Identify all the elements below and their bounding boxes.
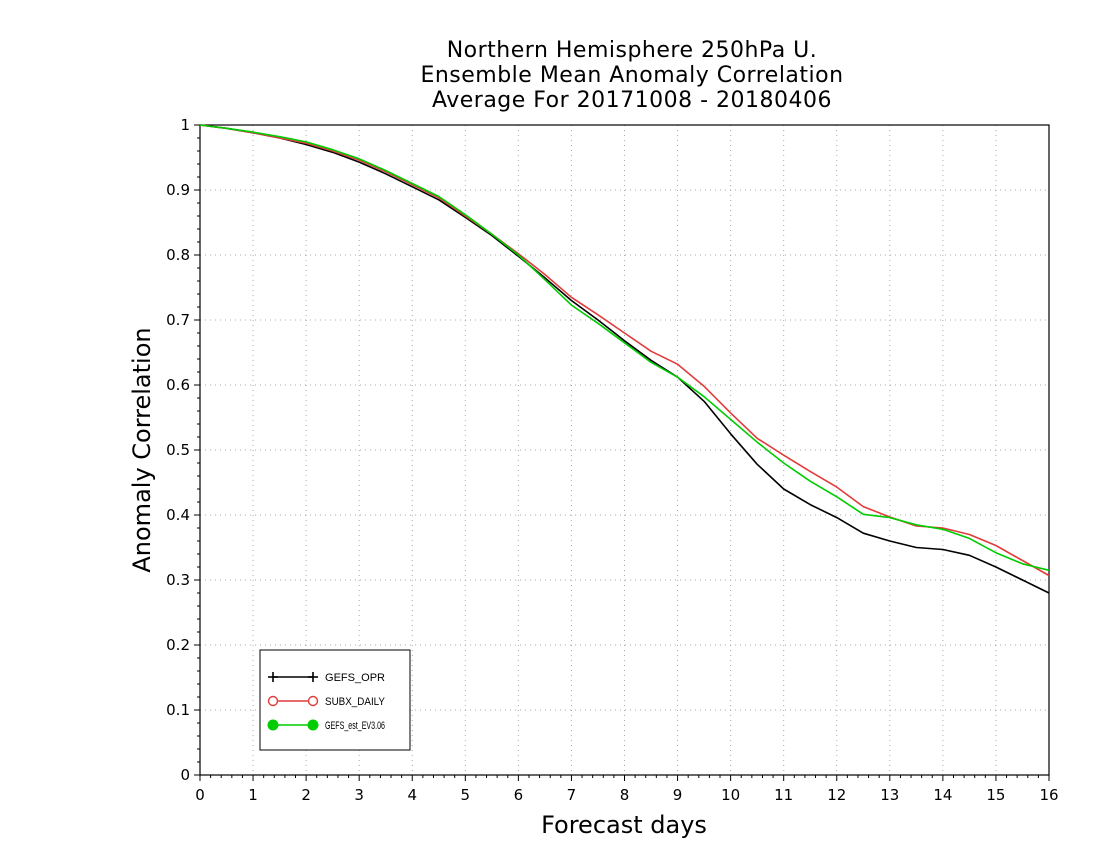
chart-title-line-3: Average For 20171008 - 20180406: [431, 88, 833, 113]
x-tick-label: 13: [880, 786, 899, 804]
x-tick-label: 2: [301, 786, 311, 804]
x-tick-label: 0: [195, 786, 205, 804]
x-tick-label: 8: [620, 786, 630, 804]
y-tick-label: 0.5: [166, 441, 190, 459]
y-tick-label: 1: [180, 116, 190, 134]
legend: GEFS_OPR SUBX_DAILY GEFS_est_EV3.06: [259, 649, 411, 751]
series-lines: [199, 124, 1050, 594]
legend-label: GEFS_OPR: [325, 672, 385, 684]
x-tick-label: 1: [248, 786, 258, 804]
x-tick-label: 7: [567, 786, 577, 804]
legend-marker-filled-circle: [267, 719, 279, 731]
y-tick-label: 0: [180, 766, 190, 784]
grid-lines: [200, 125, 1049, 775]
y-tick-label: 0.6: [166, 376, 190, 394]
x-tick-label: 9: [673, 786, 683, 804]
y-tick-label: 0.7: [166, 311, 190, 329]
axis-ticks: 0 1 2 3 4 5 6 7 8 9 10 11 12 13 14 15 1600.10.20.30.40.5…: [166, 116, 1058, 804]
legend-marker-filled-circle: [307, 719, 319, 731]
legend-box: [259, 649, 411, 751]
chart-title-line-1: Northern Hemisphere 250hPa U.: [446, 38, 818, 63]
y-tick-label: 0.2: [166, 636, 190, 654]
y-tick-label: 0.1: [166, 701, 190, 719]
x-tick-label: 3: [354, 786, 364, 804]
legend-label: SUBX_DAILY: [325, 696, 386, 708]
x-tick-label: 5: [461, 786, 471, 804]
chart-title-line-2: Ensemble Mean Anomaly Correlation: [420, 63, 844, 88]
legend-marker-open-circle: [307, 695, 319, 707]
x-tick-label: 14: [933, 786, 952, 804]
x-tick-label: 12: [827, 786, 846, 804]
y-tick-label: 0.8: [166, 246, 190, 264]
x-tick-label: 11: [774, 786, 793, 804]
y-axis-label: Anomaly Correlation: [128, 327, 156, 572]
x-tick-label: 6: [514, 786, 524, 804]
x-tick-label: 10: [721, 786, 740, 804]
legend-label: GEFS_est_EV3.06: [325, 720, 385, 732]
y-tick-label: 0.4: [166, 506, 190, 524]
x-tick-label: 16: [1039, 786, 1058, 804]
legend-marker-open-circle: [267, 695, 279, 707]
series-line-gefs-opr: [199, 124, 1050, 594]
x-tick-label: 15: [986, 786, 1005, 804]
y-tick-label: 0.9: [166, 181, 190, 199]
series-line-gefs-est-ev3-06: [199, 124, 1050, 572]
x-axis-label: Forecast days: [541, 811, 707, 839]
x-tick-label: 4: [407, 786, 417, 804]
y-tick-label: 0.3: [166, 571, 190, 589]
